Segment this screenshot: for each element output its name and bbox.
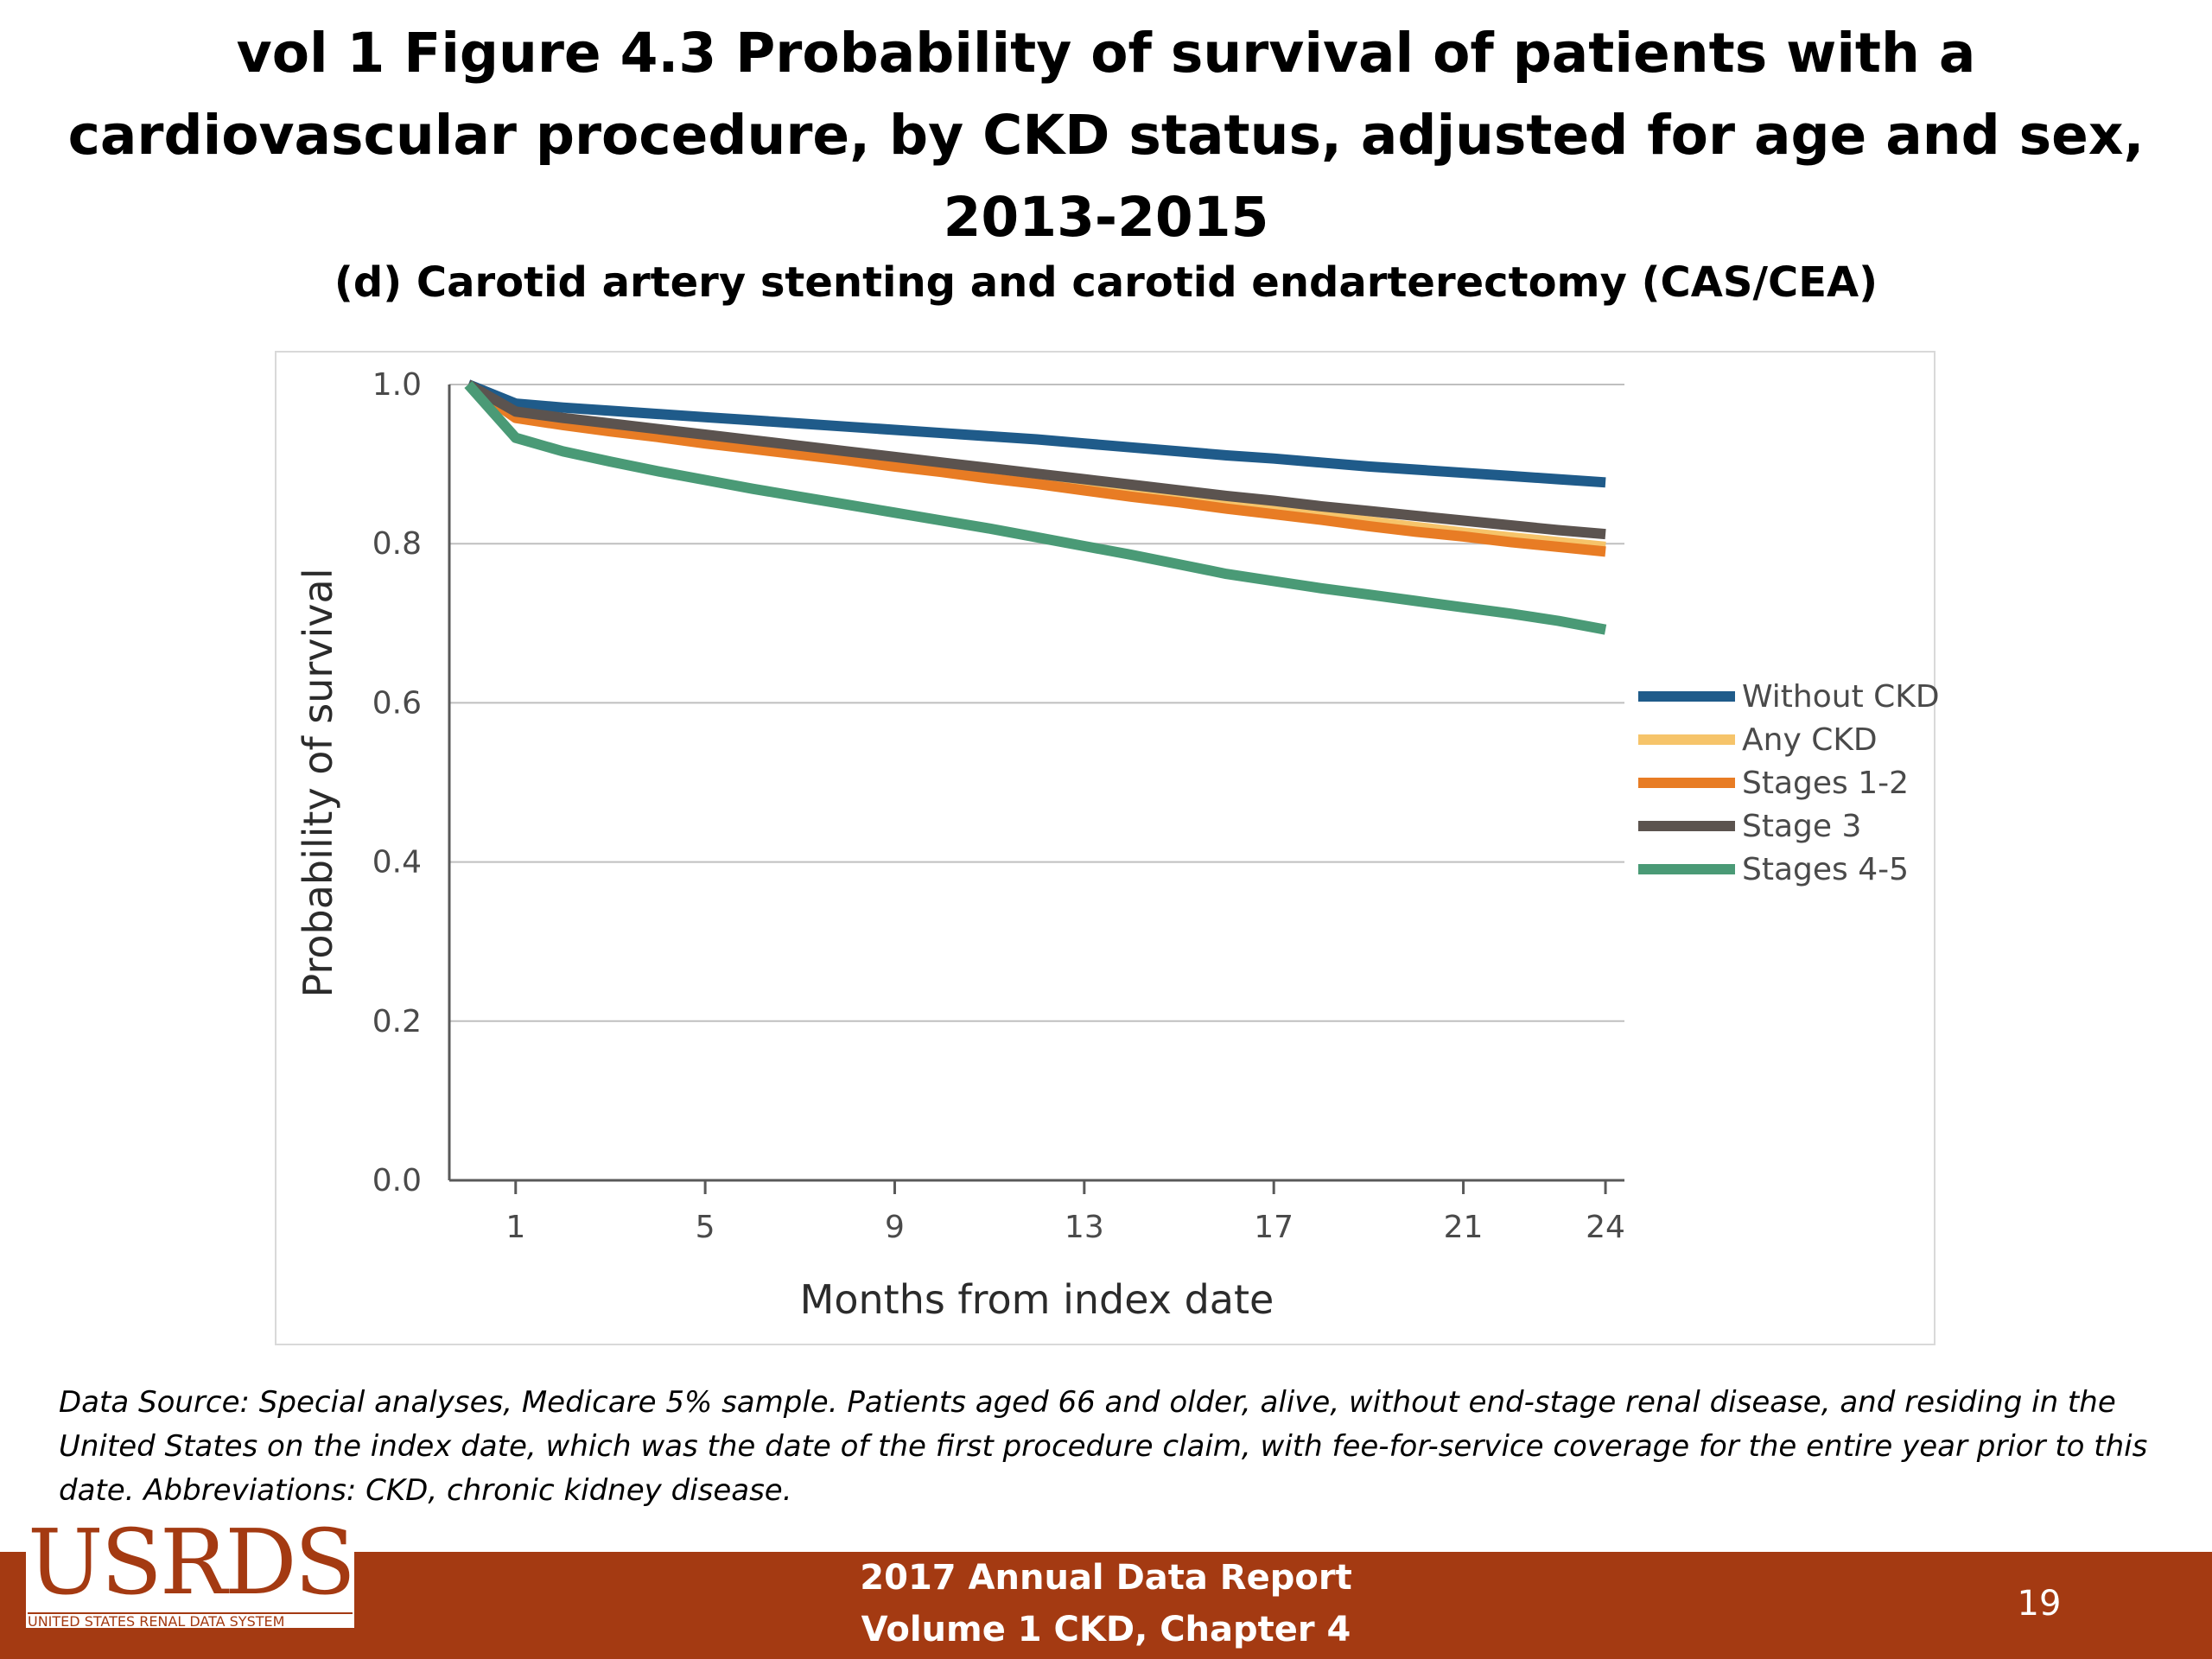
grid-layer [449, 384, 1624, 1022]
footer-line-1: 2017 Annual Data Report [860, 1558, 1352, 1598]
legend-label-any-ckd: Any CKD [1742, 722, 1878, 758]
x-tick-label: 5 [696, 1210, 715, 1245]
x-axis-title: Months from index date [800, 1276, 1274, 1323]
legend-label-without-ckd: Without CKD [1742, 679, 1940, 715]
x-tick-label: 9 [885, 1210, 905, 1245]
y-axis-title: Probability of survival [295, 569, 341, 998]
page-number: 19 [2017, 1584, 2062, 1624]
x-tick-label: 13 [1065, 1210, 1104, 1245]
x-tick-label: 21 [1444, 1210, 1484, 1245]
legend-label-stages-1-2: Stages 1-2 [1742, 766, 1909, 801]
y-tick-label: 1.0 [372, 367, 422, 403]
x-tick-label: 24 [1586, 1210, 1625, 1245]
y-tick-label: 0.6 [372, 685, 422, 721]
series-line-stage-3 [465, 379, 1606, 540]
series-layer [464, 379, 1607, 635]
legend: Without CKD Any CKD Stages 1-2 Stage 3 Stage… [1638, 679, 1940, 887]
legend-label-stages-4-5: Stages 4-5 [1742, 852, 1909, 887]
logo-wordmark: USRDS [28, 1510, 356, 1615]
y-tick-label: 0.2 [372, 1004, 422, 1039]
chart-frame [275, 351, 1936, 1345]
data-source-footnote: Data Source: Special analyses, Medicare … [59, 1385, 2148, 1508]
x-tick-label: 1 [505, 1210, 525, 1245]
footer-line-2: Volume 1 CKD, Chapter 4 [861, 1610, 1351, 1649]
y-tick-label: 0.0 [372, 1163, 422, 1198]
series-line-stages-1-2 [465, 380, 1606, 557]
chart-title: (d) Carotid artery stenting and carotid … [334, 258, 1878, 307]
footer-report-title: 2017 Annual Data Report Volume 1 CKD, Ch… [760, 1552, 1452, 1656]
series-line-without-ckd [466, 379, 1606, 488]
axis-layer: 0.0 0.2 0.4 0.6 0.8 1.0 1 5 9 13 17 21 24 [372, 367, 1625, 1245]
footer-bar [0, 1552, 2212, 1659]
x-tick-label: 17 [1254, 1210, 1294, 1245]
slide-title: vol 1 Figure 4.3 Probability of survival… [67, 22, 2145, 249]
y-tick-label: 0.4 [372, 845, 422, 880]
usrds-logo: USRDS UNITED STATES RENAL DATA SYSTEM [26, 1514, 356, 1630]
series-line-stages-4-5 [464, 381, 1607, 635]
logo-subtitle: UNITED STATES RENAL DATA SYSTEM [28, 1612, 353, 1630]
y-tick-label: 0.8 [372, 526, 422, 562]
legend-label-stage-3: Stage 3 [1742, 809, 1861, 844]
